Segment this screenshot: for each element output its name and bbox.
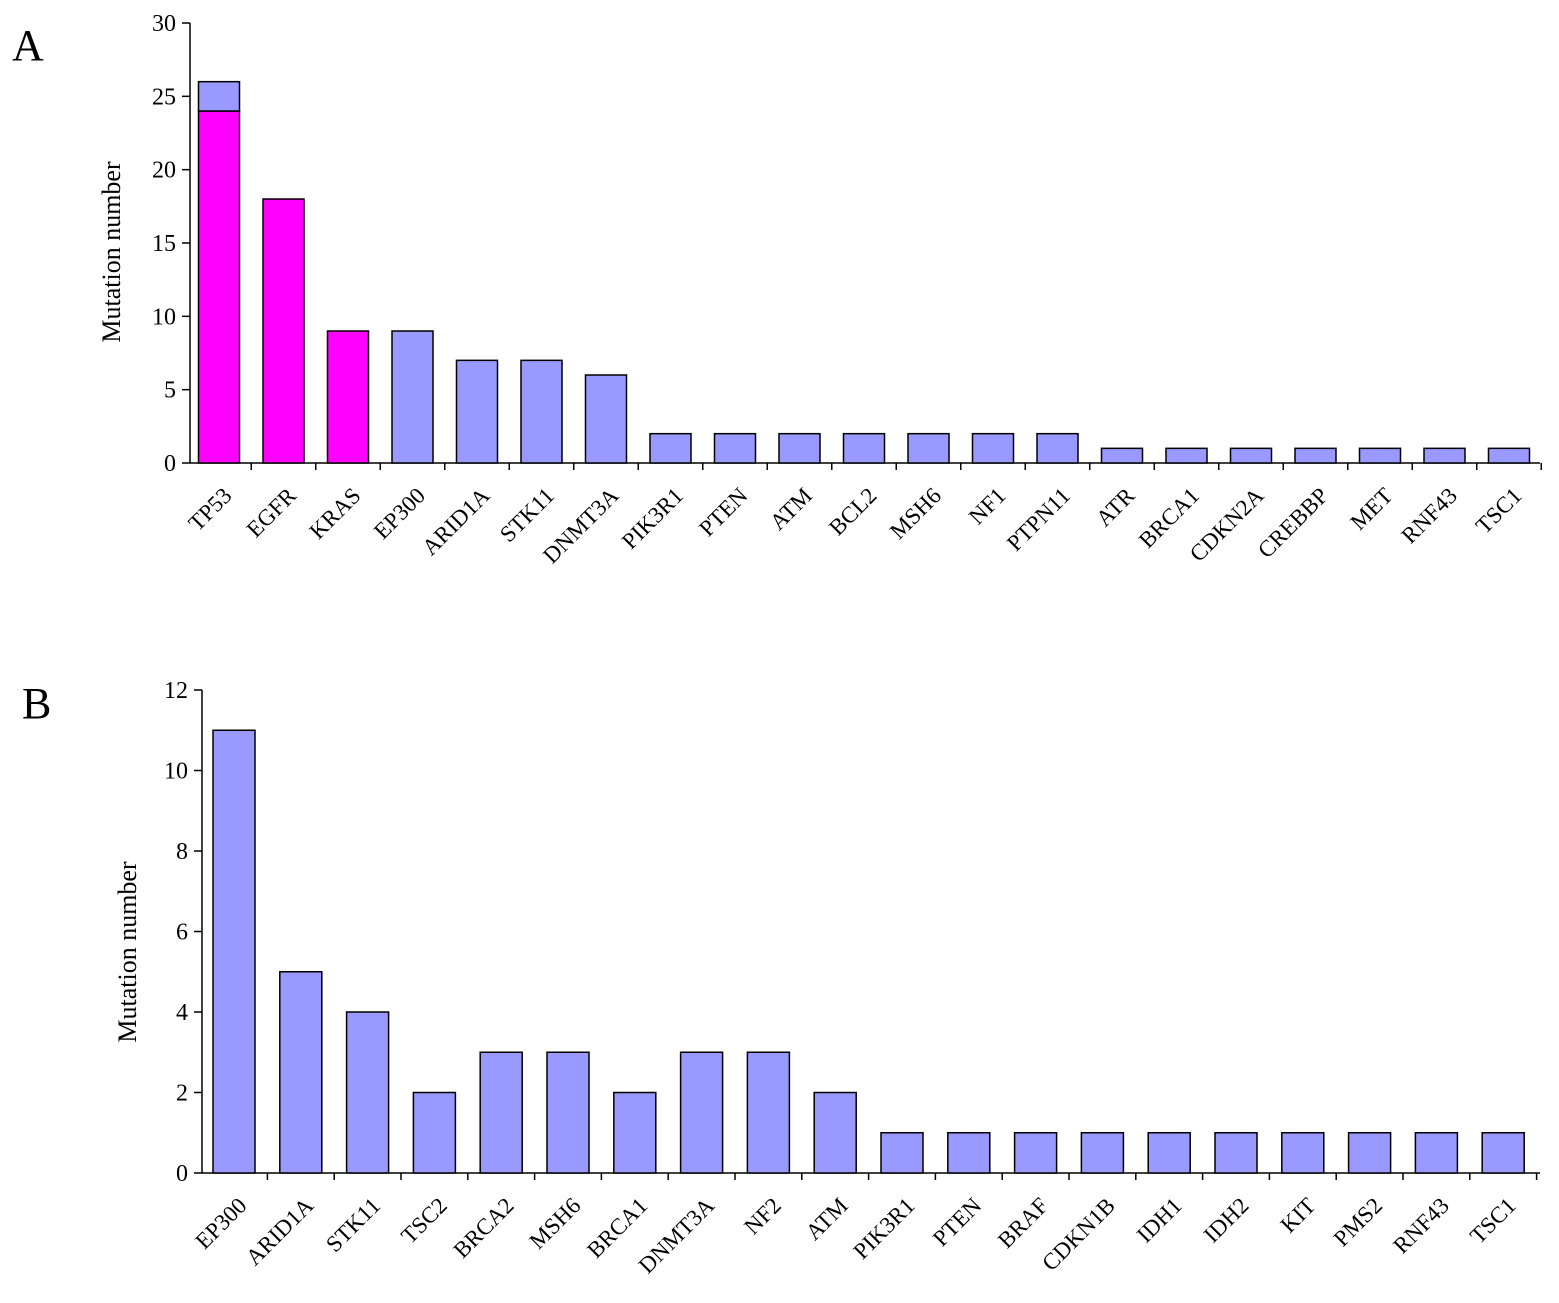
panel-b-category-label: PMS2: [1329, 1193, 1387, 1251]
panel-b-bar-stk11: [345, 1011, 390, 1174]
panel-b-bar-atm: [813, 1091, 857, 1174]
panel-b-category-label: ARID1A: [241, 1193, 319, 1271]
panel-a-bar-bcl2-s1: [842, 432, 886, 464]
panel-a-category-label: CREBBP: [1253, 483, 1333, 563]
panel-b-y-tick-label: 8: [176, 839, 188, 865]
panel-b-bar-kit: [1281, 1132, 1325, 1174]
panel-a-category-label: TSC1: [1471, 483, 1527, 539]
panel-a-bar-egfr-s0: [262, 198, 305, 464]
panel-b-bar-arid1a: [279, 971, 323, 1174]
panel-b-y-tick-label: 10: [164, 759, 188, 785]
panel-a-bar-tsc1-s1: [1487, 447, 1531, 464]
panel-b-bar-pten: [947, 1132, 991, 1174]
panel-a-category-label: KRAS: [304, 483, 365, 544]
panel-b-bar-msh6: [546, 1051, 590, 1174]
panel-a-category-label: ATM: [765, 483, 817, 535]
panel-b-bar-brca2: [479, 1051, 523, 1174]
panel-b-category-label: KIT: [1276, 1193, 1321, 1238]
panel-a-bar-rnf43-s1: [1423, 447, 1466, 464]
panel-b-bar-braf: [1013, 1132, 1058, 1174]
panel-b-y-axis-title: Mutation number: [113, 861, 142, 1043]
panel-b-bar-brca1: [613, 1091, 657, 1174]
panel-a-category-label: RNF43: [1396, 483, 1462, 549]
panel-a-bar-pten-s1: [713, 432, 757, 464]
panel-a-category-label: MET: [1346, 483, 1398, 535]
panel-a-y-tick-label: 0: [164, 451, 176, 477]
panel-a-category-label: NF1: [964, 483, 1011, 530]
panel-a-category-label: EGFR: [242, 482, 302, 542]
panel-a-bar-nf1-s1: [971, 432, 1015, 464]
panel-a-y-tick-label: 10: [152, 304, 176, 330]
panel-b-bar-rnf43: [1414, 1132, 1459, 1174]
panel-a-bar-met-s1: [1358, 447, 1402, 464]
panel-a-bar-arid1a-s1: [455, 359, 499, 464]
panel-b-category-label: EP300: [190, 1193, 251, 1254]
panel-a-category-label: PTEN: [694, 483, 753, 542]
panel-b-category-label: PIK3R1: [849, 1193, 920, 1264]
panel-b-bar-dnmt3a: [679, 1051, 724, 1174]
panel-a-bar-msh6-s1: [907, 432, 950, 464]
panel-a-category-label: PIK3R1: [617, 483, 688, 554]
panel-a-y-tick-label: 20: [152, 158, 176, 184]
panel-a-category-label: ARID1A: [417, 483, 495, 561]
panel-a-bar-ptpn11-s1: [1036, 432, 1079, 464]
panel-b-bar-ep300: [212, 729, 256, 1174]
panel-a-y-tick-label: 5: [164, 378, 176, 404]
panel-b-category-label: RNF43: [1388, 1193, 1454, 1259]
panel-b-category-label: ATM: [801, 1193, 853, 1245]
panel-a-chart: A Mutation number 0 5 10 15 20 25 30 TP53 EGFR KR…: [12, 11, 1542, 568]
panel-b-y-tick-label: 2: [176, 1081, 188, 1107]
panel-b-y-tick-label: 6: [176, 920, 188, 946]
panel-b-bar-nf2: [746, 1051, 791, 1174]
panel-a-bar-pik3r1-s1: [649, 432, 692, 464]
panel-b-label: B: [22, 679, 51, 728]
panel-b-y-tick-label: 0: [176, 1161, 188, 1187]
panel-b-bar-pms2: [1347, 1132, 1392, 1174]
panel-a-bar-kras-s0: [326, 330, 370, 464]
panel-b-bar-idh2: [1214, 1132, 1258, 1174]
panel-b-category-label: TSC2: [396, 1193, 452, 1249]
panel-b-y-tick-label: 4: [176, 1000, 188, 1026]
panel-a-category-label: ATR: [1091, 482, 1140, 531]
panel-b-category-label: MSH6: [524, 1193, 585, 1254]
panel-a-bar-tp53-s0: [197, 110, 241, 464]
panel-b-category-label: TSC1: [1465, 1193, 1521, 1249]
panel-a-category-label: PTPN11: [1002, 483, 1075, 556]
panel-a-bar-dnmt3a-s1: [584, 374, 628, 464]
panel-a-label: A: [12, 21, 44, 70]
panel-b-bar-cdkn1b: [1080, 1132, 1125, 1174]
panel-a-bar-stk11-s1: [520, 359, 563, 464]
panel-a-category-label: TP53: [184, 483, 237, 536]
panel-b-bar-pik3r1: [880, 1132, 924, 1174]
panel-b-category-label: PTEN: [928, 1193, 987, 1252]
panel-a-category-label: STK11: [495, 483, 559, 547]
panel-a-bar-brca1-s1: [1165, 447, 1208, 464]
panel-a-category-label: MSH6: [885, 483, 946, 544]
panel-a-bar-cdkn2a-s1: [1229, 447, 1273, 464]
panel-a-category-label: BCL2: [824, 483, 881, 540]
panel-a-y-tick-label: 30: [152, 11, 176, 37]
panel-a-bar-crebbp-s1: [1294, 447, 1337, 464]
panel-a-bar-ep300-s1: [391, 330, 434, 464]
panel-a-y-axis-title: Mutation number: [97, 161, 126, 343]
panel-a-y-tick-label: 25: [152, 84, 176, 110]
panel-a-y-tick-label: 15: [152, 231, 176, 257]
panel-b-category-label: IDH1: [1132, 1193, 1187, 1248]
panel-b-y-tick-label: 12: [164, 678, 188, 704]
panel-b-bar-tsc1: [1481, 1132, 1525, 1174]
panel-b-category-label: NF2: [739, 1193, 786, 1240]
panel-a-bar-atr-s1: [1100, 447, 1144, 464]
panel-b-bar-tsc2: [412, 1091, 457, 1174]
panel-a-bar-atm-s1: [778, 432, 821, 464]
panel-b-category-label: BRAF: [993, 1193, 1053, 1253]
panel-b-category-label: CDKN1B: [1037, 1193, 1120, 1276]
panel-b-category-label: BRCA2: [449, 1193, 519, 1263]
panel-b-category-label: IDH2: [1199, 1193, 1254, 1248]
panel-a-bar-tp53-s1: [197, 80, 241, 112]
panel-a-category-label: EP300: [369, 483, 430, 544]
panel-b-bar-idh1: [1147, 1132, 1191, 1174]
panel-b-category-label: STK11: [321, 1193, 385, 1257]
